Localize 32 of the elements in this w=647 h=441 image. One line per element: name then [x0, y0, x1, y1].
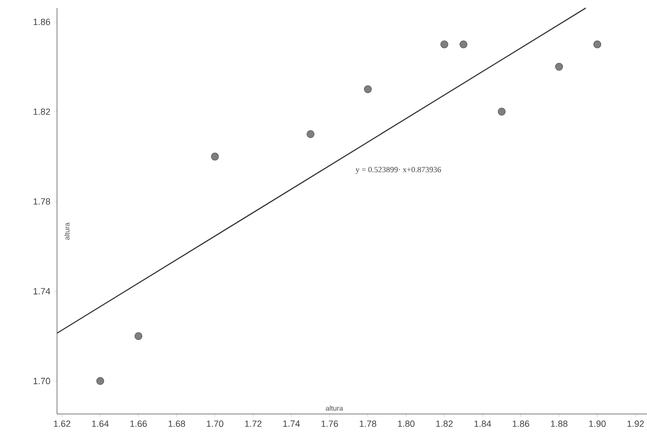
point [498, 108, 506, 116]
x-tick-label: 1.78 [360, 420, 376, 427]
x-tick-label: 1.74 [283, 420, 300, 427]
point [460, 40, 468, 48]
x-tick-label: 1.76 [322, 420, 338, 427]
x-tick-label: 1.64 [92, 420, 109, 427]
x-tick-label: 1.66 [130, 420, 147, 427]
point [440, 40, 448, 48]
y-tick-label: 1.82 [34, 108, 50, 115]
annotation: y = 0.523899· x+0.873936 [356, 166, 441, 174]
x-tick-label: 1.86 [512, 420, 530, 427]
x-tick-label: 1.84 [474, 420, 492, 427]
point [364, 85, 372, 94]
x-tick-label: 1.72 [245, 420, 262, 427]
x-tick-label: 1.90 [589, 420, 606, 427]
y-tick-label: 1.78 [34, 198, 50, 205]
point [593, 40, 602, 48]
x-tick-label: 1.70 [206, 420, 224, 427]
y-tick-label: 1.70 [34, 378, 50, 384]
x-tick-label: 1.68 [168, 420, 186, 427]
point [555, 62, 563, 71]
point [134, 332, 142, 340]
x-tick-label: 1.88 [550, 420, 568, 427]
x-tick-label: 1.92 [627, 420, 644, 427]
y-tick-label: 1.86 [34, 18, 50, 26]
x-tick-label: 1.80 [398, 420, 415, 427]
point [211, 152, 219, 160]
x-tick-label: 1.82 [436, 420, 453, 427]
point [306, 130, 314, 138]
point [96, 377, 104, 385]
y-tick-label: 1.74 [34, 288, 50, 294]
x-tick-label: 1.62 [54, 420, 70, 427]
